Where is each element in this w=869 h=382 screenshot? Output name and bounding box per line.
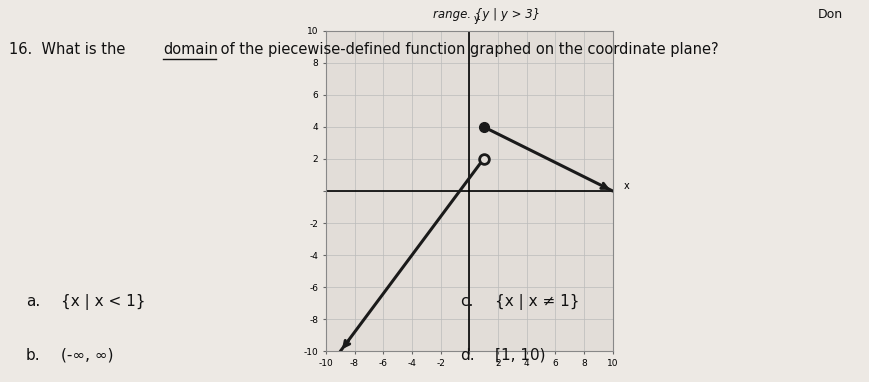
Text: d.: d. bbox=[461, 348, 475, 363]
Text: [1, 10): [1, 10) bbox=[495, 348, 546, 363]
Text: of the piecewise-defined function graphed on the coordinate plane?: of the piecewise-defined function graphe… bbox=[216, 42, 718, 57]
Text: c.: c. bbox=[461, 294, 474, 309]
Text: range. {y | y > 3}: range. {y | y > 3} bbox=[433, 8, 541, 21]
Text: a.: a. bbox=[26, 294, 40, 309]
Text: {x | x < 1}: {x | x < 1} bbox=[61, 294, 145, 310]
Text: 16.  What is the: 16. What is the bbox=[9, 42, 129, 57]
Text: domain: domain bbox=[163, 42, 218, 57]
Text: b.: b. bbox=[26, 348, 41, 363]
Text: y: y bbox=[474, 15, 480, 24]
Text: {x | x ≠ 1}: {x | x ≠ 1} bbox=[495, 294, 580, 310]
Text: x: x bbox=[624, 181, 630, 191]
Text: (-∞, ∞): (-∞, ∞) bbox=[61, 348, 113, 363]
Text: Don: Don bbox=[818, 8, 843, 21]
